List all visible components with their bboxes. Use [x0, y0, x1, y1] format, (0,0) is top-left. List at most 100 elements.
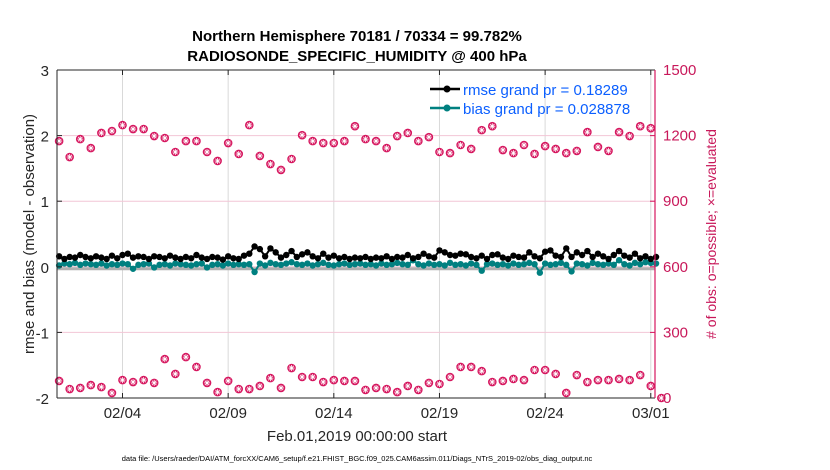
- bias-point: [114, 261, 121, 269]
- obs-marker-cross: [584, 129, 591, 136]
- rmse-bias-series: [55, 243, 660, 276]
- obs-marker-cross: [299, 374, 306, 381]
- x-tick-label: 02/19: [421, 405, 459, 422]
- obs-marker-cross: [447, 374, 454, 381]
- obs-possible-point: [118, 120, 127, 130]
- rmse-point: [462, 251, 470, 258]
- bias-point: [325, 261, 332, 269]
- obs-evaluated-point: [445, 372, 455, 382]
- bias-point: [441, 262, 448, 269]
- obs-evaluated-point: [308, 372, 317, 382]
- rmse-point: [378, 255, 385, 262]
- bias-point: [362, 261, 369, 269]
- obs-marker-cross: [626, 377, 633, 384]
- rmse-point: [309, 253, 316, 260]
- obs-marker-cross: [457, 363, 464, 370]
- obs-possible-point: [234, 149, 244, 159]
- obs-possible-point: [97, 128, 106, 138]
- bias-point: [457, 260, 464, 268]
- obs-marker-cross: [151, 379, 158, 386]
- bias-point: [177, 260, 184, 268]
- obs-evaluated-point: [583, 377, 592, 387]
- rmse-point: [425, 253, 433, 260]
- obs-possible-point: [213, 156, 222, 166]
- obs-evaluated-point: [213, 387, 222, 397]
- y-right-tick-label: 1500: [663, 62, 696, 79]
- bias-point: [145, 260, 153, 267]
- rmse-point: [193, 251, 200, 259]
- bias-point: [341, 260, 348, 267]
- rmse-point: [367, 255, 374, 263]
- rmse-point: [478, 252, 485, 259]
- obs-marker-cross: [351, 377, 358, 384]
- obs-evaluated-point: [287, 363, 296, 373]
- rmse-point: [536, 255, 544, 262]
- obs-evaluated-point: [128, 377, 138, 387]
- rmse-point: [71, 254, 79, 261]
- rmse-point: [140, 253, 147, 261]
- obs-marker-cross: [605, 377, 612, 384]
- rmse-point: [494, 251, 501, 258]
- obs-evaluated-point: [487, 377, 497, 387]
- obs-marker-cross: [647, 382, 654, 389]
- rmse-point: [277, 254, 285, 261]
- obs-marker-cross: [77, 384, 84, 391]
- obs-possible-point: [604, 146, 613, 156]
- obs-marker-cross: [436, 149, 443, 155]
- bias-point: [214, 260, 221, 268]
- rmse-point: [172, 254, 179, 261]
- obs-marker-cross: [151, 133, 158, 140]
- bias-point: [172, 260, 179, 267]
- rmse-point: [510, 252, 517, 259]
- chart-title-line1: Northern Hemisphere 70181 / 70334 = 99.7…: [192, 28, 522, 45]
- bias-point: [119, 260, 126, 267]
- bias-point: [605, 260, 612, 267]
- bias-point: [182, 261, 190, 269]
- obs-possible-point: [614, 127, 624, 137]
- bias-point: [261, 262, 269, 269]
- x-tick-label: 02/14: [315, 405, 353, 422]
- x-tick-label: 02/09: [209, 405, 247, 422]
- bias-point: [161, 260, 168, 268]
- data-file-footer: data file: /Users/raeder/DAI/ATM_forcXX/…: [122, 454, 593, 463]
- bias-point: [399, 260, 406, 268]
- obs-marker-cross: [130, 379, 137, 386]
- bias-point: [594, 260, 602, 268]
- obs-marker-cross: [658, 395, 665, 401]
- obs-possible-point: [86, 143, 96, 153]
- obs-evaluated-point: [530, 365, 539, 375]
- obs-marker-cross: [172, 149, 179, 155]
- obs-evaluated-point: [477, 366, 487, 376]
- bias-point: [600, 261, 607, 269]
- obs-marker-cross: [246, 386, 253, 393]
- rmse-point: [399, 254, 406, 261]
- obs-evaluated-point: [65, 384, 74, 394]
- obs-marker-cross: [330, 140, 337, 147]
- bias-point: [573, 260, 581, 267]
- bias-point: [267, 259, 274, 267]
- rmse-point: [652, 253, 660, 261]
- obs-evaluated-point: [107, 388, 117, 398]
- obs-possible-point: [75, 134, 85, 144]
- obs-marker-cross: [499, 147, 506, 154]
- obs-marker-cross: [98, 384, 105, 391]
- obs-marker-cross: [98, 129, 105, 136]
- bias-point: [420, 262, 427, 269]
- bias-point: [230, 261, 237, 269]
- obs-marker-cross: [510, 150, 517, 157]
- obs-marker-cross: [267, 161, 274, 168]
- obs-marker-cross: [309, 138, 316, 145]
- obs-marker-cross: [362, 386, 369, 393]
- obs-marker-cross: [235, 386, 242, 393]
- obs-evaluated-point: [657, 393, 666, 403]
- bias-point: [82, 260, 89, 267]
- obs-marker-cross: [415, 138, 422, 145]
- obs-evaluated-point: [202, 378, 212, 388]
- bias-point: [293, 260, 301, 268]
- bias-point: [272, 260, 279, 268]
- obs-marker-cross: [383, 386, 390, 393]
- x-axis-label: Feb.01,2019 00:00:00 start: [267, 428, 448, 445]
- x-tick-label: 02/04: [104, 405, 142, 422]
- rmse-point: [272, 249, 279, 256]
- obs-evaluated-point: [551, 369, 560, 379]
